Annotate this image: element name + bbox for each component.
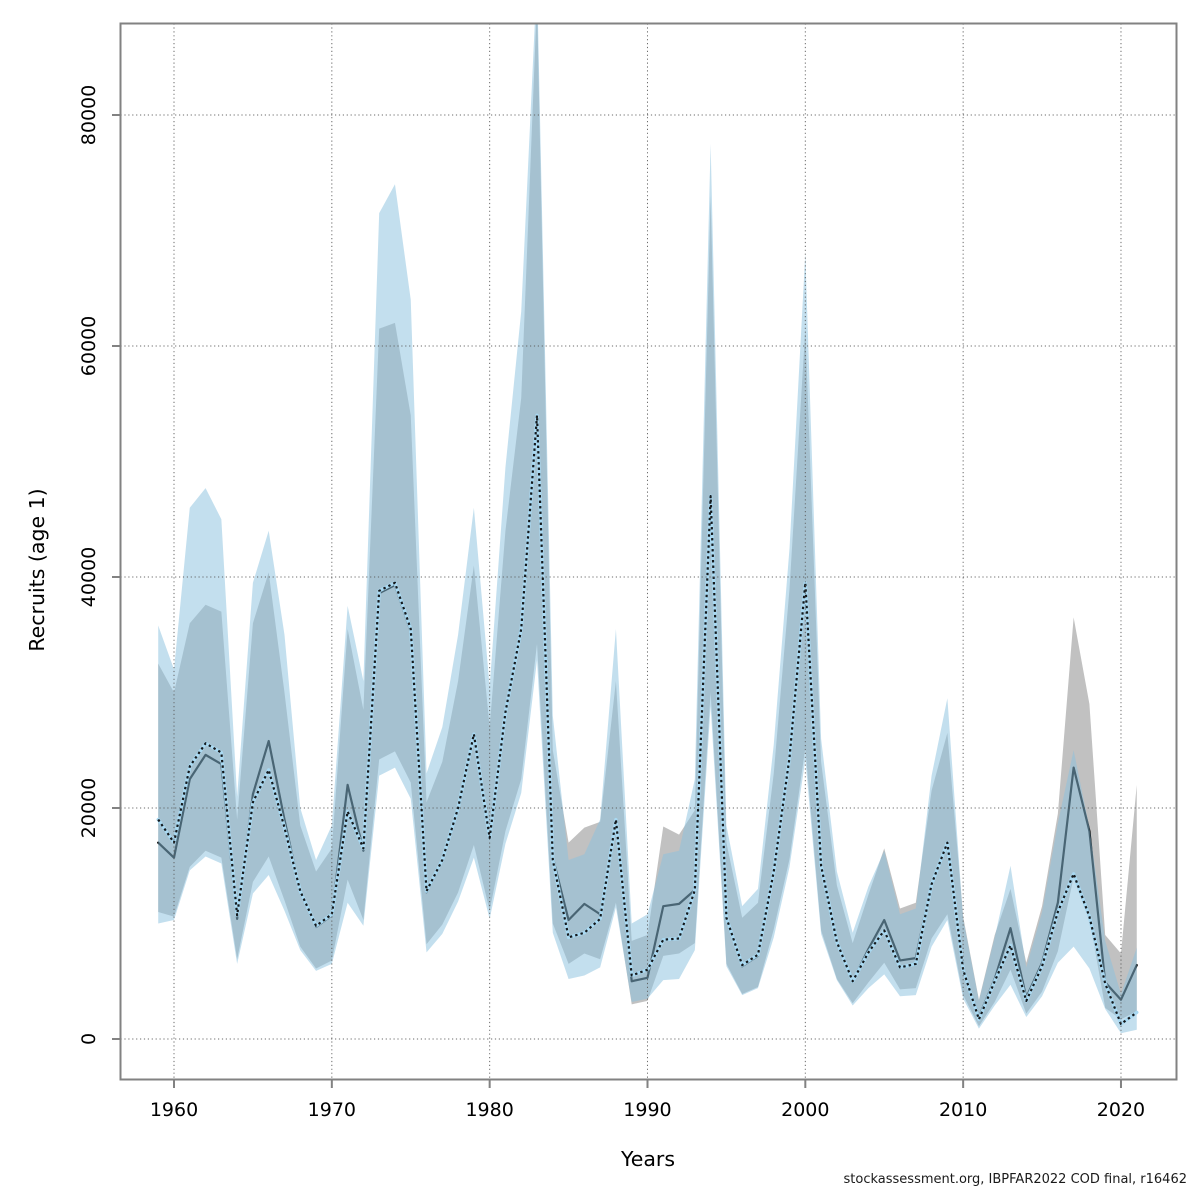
x-tick-label: 2020 <box>1096 1099 1146 1121</box>
plot-border <box>119 22 1178 1081</box>
source-caption: stockassessment.org, IBPFAR2022 COD fina… <box>843 1172 1187 1187</box>
y-tick-label: 80000 <box>78 84 100 146</box>
axis-tick-marks <box>112 114 1122 1088</box>
x-tick-label: 1980 <box>465 1099 514 1121</box>
x-tick-label: 2000 <box>781 1099 830 1121</box>
y-tick-label: 60000 <box>78 315 100 377</box>
grid-lines <box>120 23 1177 1080</box>
x-tick-label: 1960 <box>149 1099 199 1121</box>
y-tick-label: 40000 <box>78 546 100 608</box>
plot-area <box>156 23 1139 1034</box>
x-tick-label: 1990 <box>623 1099 672 1121</box>
blue-run-median-dotted-line <box>157 414 1138 1026</box>
x-tick-label: 2010 <box>938 1099 988 1121</box>
y-tick-label: 20000 <box>78 777 100 839</box>
x-axis-title: Years <box>620 1147 676 1171</box>
blue-confidence-band <box>158 23 1137 1034</box>
y-tick-label: 0 <box>78 1032 100 1046</box>
y-axis-title: Recruits (age 1) <box>25 488 49 652</box>
x-tick-label: 1970 <box>307 1099 356 1121</box>
